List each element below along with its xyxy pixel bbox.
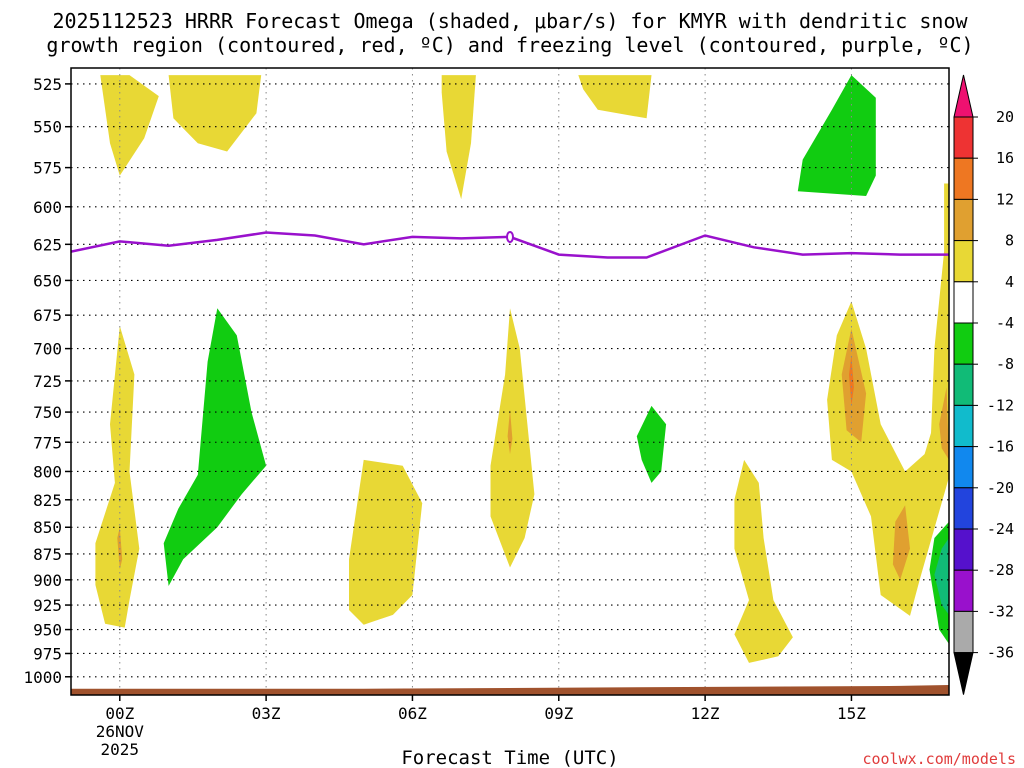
omega-region <box>841 328 867 443</box>
colorbar-label: -20 <box>987 479 1014 497</box>
y-tick-label: 775 <box>33 433 62 452</box>
x-tick-label: 06Z <box>398 704 427 723</box>
y-tick-label: 550 <box>33 118 62 137</box>
y-tick-label: 925 <box>33 596 62 615</box>
y-tick-label: 650 <box>33 271 62 290</box>
x-axis-label: Forecast Time (UTC) <box>401 747 618 768</box>
colorbar-box <box>953 528 974 571</box>
colorbar-label: -4 <box>996 314 1014 332</box>
omega-region <box>163 308 267 586</box>
colorbar-box <box>953 404 974 448</box>
colorbar-label: 8 <box>1005 232 1014 250</box>
colorbar-top-arrow <box>953 74 974 118</box>
y-tick-label: 725 <box>33 372 62 391</box>
freezing-level-label-marker <box>506 230 514 243</box>
colorbar-label: -16 <box>987 438 1014 456</box>
colorbar-label: -36 <box>987 644 1014 662</box>
colorbar-box <box>953 157 974 200</box>
colorbar: 20 16 12 8 4 -4 -8 -12 -16 -20 -24 -28 -32 -36 <box>953 74 1014 695</box>
y-tick-label: 600 <box>33 198 62 217</box>
y-tick-label: 700 <box>33 340 62 359</box>
colorbar-label: 16 <box>996 149 1014 167</box>
colorbar-label: -28 <box>987 561 1014 579</box>
omega-region <box>892 505 910 580</box>
omega-region <box>578 75 652 119</box>
omega-region <box>734 459 793 663</box>
colorbar-box <box>953 487 974 530</box>
y-tick-label: 900 <box>33 571 62 590</box>
omega-region <box>797 75 876 196</box>
omega-region <box>441 75 476 200</box>
y-tick-label: 525 <box>33 75 62 94</box>
omega-region <box>490 308 535 568</box>
omega-shaded-regions <box>95 75 949 663</box>
x-tick-sublabel: 26NOV <box>96 722 145 741</box>
y-axis-ticks: 525 550 575 600 625 650 675 700 725 750 775 800 825 8… <box>23 75 71 687</box>
omega-region <box>168 75 262 152</box>
x-tick-label: 03Z <box>252 704 281 723</box>
colorbar-label: 12 <box>996 190 1014 208</box>
credit-label: coolwx.com/models <box>862 750 1016 768</box>
x-tick-label: 00Z <box>105 704 134 723</box>
terrain-layer <box>71 685 949 695</box>
x-tick-sublabel: 2025 <box>101 740 140 759</box>
omega-region <box>95 326 140 628</box>
x-tick-label: 15Z <box>837 704 866 723</box>
y-tick-label: 750 <box>33 403 62 422</box>
y-tick-label: 950 <box>33 621 62 640</box>
y-tick-label: 850 <box>33 518 62 537</box>
colorbar-box <box>953 569 974 612</box>
omega-region <box>100 75 159 176</box>
y-tick-label: 625 <box>33 235 62 254</box>
x-tick-label: 12Z <box>691 704 720 723</box>
y-tick-label: 825 <box>33 491 62 510</box>
y-tick-label: 875 <box>33 545 62 564</box>
chart-title-line-1: 2025112523 HRRR Forecast Omega (shaded, … <box>52 9 968 33</box>
y-tick-label: 975 <box>33 644 62 663</box>
colorbar-box <box>953 322 974 365</box>
colorbar-box <box>953 198 974 242</box>
chart-title-line-2: growth region (contoured, red, ºC) and f… <box>46 33 973 57</box>
colorbar-box <box>953 116 974 159</box>
colorbar-label: 4 <box>1005 273 1014 291</box>
colorbar-bottom-arrow <box>953 652 974 695</box>
terrain-fill <box>71 685 949 695</box>
colorbar-label: -8 <box>996 355 1014 373</box>
colorbar-label: -12 <box>987 396 1014 414</box>
colorbar-box <box>953 446 974 489</box>
omega-region <box>934 538 949 615</box>
y-tick-label: 575 <box>33 159 62 178</box>
omega-region <box>507 409 513 455</box>
colorbar-box <box>953 240 974 283</box>
y-tick-label: 800 <box>33 462 62 481</box>
colorbar-label: -24 <box>987 520 1014 538</box>
colorbar-box <box>953 610 974 654</box>
omega-region <box>349 459 423 625</box>
colorbar-label: 20 <box>996 108 1014 126</box>
colorbar-box <box>953 281 974 324</box>
gridlines <box>71 68 949 695</box>
omega-region <box>636 405 667 483</box>
freezing-level-layer <box>71 230 949 259</box>
y-tick-label: 675 <box>33 306 62 325</box>
x-tick-label: 09Z <box>544 704 573 723</box>
colorbar-label: -32 <box>987 602 1014 620</box>
y-tick-label: 1000 <box>23 668 62 687</box>
colorbar-box <box>953 363 974 406</box>
